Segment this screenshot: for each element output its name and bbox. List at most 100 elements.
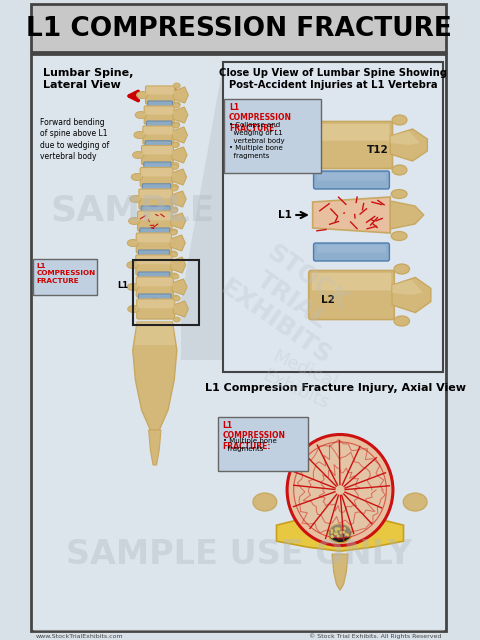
FancyBboxPatch shape <box>140 228 170 236</box>
Ellipse shape <box>331 535 333 538</box>
Polygon shape <box>171 169 187 185</box>
Ellipse shape <box>294 442 386 538</box>
Text: L1
COMPRESSION
FRACTURE: L1 COMPRESSION FRACTURE <box>36 263 96 284</box>
FancyBboxPatch shape <box>136 255 171 264</box>
FancyBboxPatch shape <box>137 300 174 308</box>
Text: © Stock Trial Exhibits. All Rights Reserved: © Stock Trial Exhibits. All Rights Reser… <box>309 633 442 639</box>
FancyBboxPatch shape <box>317 245 386 253</box>
Text: www.StockTrialExhibits.com: www.StockTrialExhibits.com <box>36 634 123 639</box>
FancyBboxPatch shape <box>145 86 175 104</box>
Polygon shape <box>173 107 188 123</box>
Ellipse shape <box>132 152 144 159</box>
Ellipse shape <box>173 102 180 107</box>
Polygon shape <box>332 554 348 590</box>
Polygon shape <box>390 201 424 229</box>
Text: L1
COMPRESSION
FRACTURE:: L1 COMPRESSION FRACTURE: <box>229 103 292 133</box>
Text: T12: T12 <box>367 145 389 155</box>
FancyBboxPatch shape <box>309 271 394 319</box>
Ellipse shape <box>171 229 178 234</box>
Ellipse shape <box>127 239 139 246</box>
FancyBboxPatch shape <box>312 273 391 291</box>
Ellipse shape <box>394 316 409 326</box>
Ellipse shape <box>403 493 427 511</box>
Ellipse shape <box>331 536 334 538</box>
FancyBboxPatch shape <box>141 206 170 214</box>
Text: • Multiple bone
  fragments: • Multiple bone fragments <box>223 438 276 452</box>
Ellipse shape <box>172 274 179 279</box>
FancyBboxPatch shape <box>137 299 175 319</box>
FancyBboxPatch shape <box>139 250 169 258</box>
Ellipse shape <box>172 143 179 147</box>
FancyBboxPatch shape <box>143 184 171 192</box>
Polygon shape <box>276 513 404 551</box>
Ellipse shape <box>171 207 178 212</box>
Polygon shape <box>173 301 188 317</box>
FancyBboxPatch shape <box>313 243 389 261</box>
Polygon shape <box>133 322 177 430</box>
Ellipse shape <box>328 524 352 543</box>
Polygon shape <box>149 430 161 465</box>
Polygon shape <box>171 257 186 273</box>
FancyBboxPatch shape <box>317 173 386 180</box>
FancyBboxPatch shape <box>144 162 171 170</box>
Ellipse shape <box>172 123 180 128</box>
Ellipse shape <box>338 527 340 531</box>
Ellipse shape <box>131 173 143 180</box>
Polygon shape <box>390 131 420 145</box>
Ellipse shape <box>171 184 179 189</box>
Text: L1: L1 <box>117 280 128 289</box>
FancyBboxPatch shape <box>148 101 172 109</box>
Ellipse shape <box>134 131 145 138</box>
Ellipse shape <box>335 527 337 531</box>
Ellipse shape <box>171 208 178 213</box>
Ellipse shape <box>170 251 177 256</box>
Ellipse shape <box>336 527 339 530</box>
FancyBboxPatch shape <box>145 141 171 148</box>
Ellipse shape <box>347 534 349 536</box>
Text: L2: L2 <box>322 295 336 305</box>
Polygon shape <box>173 87 188 103</box>
Ellipse shape <box>392 115 407 125</box>
Ellipse shape <box>170 230 177 235</box>
Text: STOCK
TRIAL
EXHIBITS: STOCK TRIAL EXHIBITS <box>216 230 367 370</box>
FancyBboxPatch shape <box>146 86 174 95</box>
FancyBboxPatch shape <box>144 106 174 115</box>
FancyBboxPatch shape <box>142 146 173 154</box>
FancyBboxPatch shape <box>137 278 173 286</box>
FancyBboxPatch shape <box>139 294 171 302</box>
Ellipse shape <box>135 111 147 118</box>
Text: SAMPLE USE ONLY: SAMPLE USE ONLY <box>66 538 411 572</box>
Ellipse shape <box>136 92 148 99</box>
FancyBboxPatch shape <box>313 124 389 141</box>
Ellipse shape <box>172 295 179 300</box>
Polygon shape <box>134 322 175 345</box>
Polygon shape <box>172 127 188 143</box>
Polygon shape <box>170 235 185 251</box>
Polygon shape <box>171 213 186 229</box>
Ellipse shape <box>339 531 342 534</box>
Ellipse shape <box>127 262 138 269</box>
FancyBboxPatch shape <box>311 122 393 168</box>
FancyBboxPatch shape <box>141 168 172 177</box>
Ellipse shape <box>343 527 346 530</box>
Ellipse shape <box>253 493 277 511</box>
FancyBboxPatch shape <box>144 127 173 134</box>
Ellipse shape <box>172 163 179 168</box>
FancyBboxPatch shape <box>223 62 443 372</box>
Ellipse shape <box>335 529 337 532</box>
FancyBboxPatch shape <box>146 121 172 129</box>
FancyBboxPatch shape <box>138 211 172 231</box>
Ellipse shape <box>173 122 180 127</box>
FancyBboxPatch shape <box>136 277 173 297</box>
Polygon shape <box>172 147 187 163</box>
Text: L1
COMPRESSION
FRACTURE:: L1 COMPRESSION FRACTURE: <box>223 421 286 451</box>
Ellipse shape <box>391 189 407 198</box>
Text: SAMPLE: SAMPLE <box>50 193 215 227</box>
Text: Close Up View of Lumbar Spine Showing
Post-Accident Injuries at L1 Vertebra: Close Up View of Lumbar Spine Showing Po… <box>219 68 447 90</box>
Ellipse shape <box>171 186 178 191</box>
FancyBboxPatch shape <box>225 99 322 173</box>
Text: Medical
Exhibits: Medical Exhibits <box>260 348 341 413</box>
Ellipse shape <box>391 232 407 241</box>
Text: Lumbar Spine,
Lateral View: Lumbar Spine, Lateral View <box>43 68 133 90</box>
Text: L1 COMPRESSION FRACTURE: L1 COMPRESSION FRACTURE <box>25 16 452 42</box>
